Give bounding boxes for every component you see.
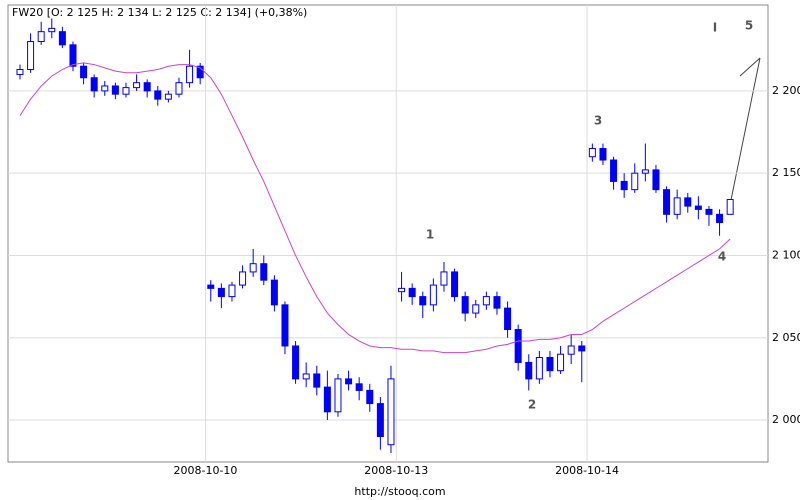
candle-body xyxy=(302,373,310,380)
candle-body xyxy=(429,284,437,306)
candle-body xyxy=(143,82,151,92)
candle-body xyxy=(567,345,575,355)
candle-body xyxy=(504,307,512,331)
y-tick-label: 2 200 xyxy=(772,84,800,97)
x-tick-label: 2008-10-13 xyxy=(364,464,428,477)
candle-body xyxy=(408,287,416,298)
candle-body xyxy=(578,345,586,352)
annotation: I xyxy=(713,21,717,35)
chart-title: FW20 [O: 2 125 H: 2 134 L: 2 125 C: 2 13… xyxy=(12,6,307,19)
candle-body xyxy=(451,271,459,298)
footer: http://stooq.com xyxy=(354,485,445,498)
candle-body xyxy=(652,169,660,191)
candle-body xyxy=(535,357,543,380)
candle-body xyxy=(37,31,45,43)
candle-body xyxy=(610,159,618,182)
candle-body xyxy=(207,284,215,289)
x-tick-label: 2008-10-10 xyxy=(174,464,238,477)
candle-body xyxy=(705,208,713,215)
trend-line xyxy=(730,57,761,201)
candle-body xyxy=(58,31,66,46)
candle-body xyxy=(281,304,289,347)
candle-body xyxy=(186,65,194,84)
candle-body xyxy=(599,148,607,161)
y-tick-label: 2 100 xyxy=(772,248,800,261)
candle-body xyxy=(673,197,681,215)
candle-body xyxy=(292,345,300,380)
candle-body xyxy=(461,296,469,314)
candle-body xyxy=(334,378,342,413)
candle-body xyxy=(525,361,533,380)
candle-body xyxy=(69,44,77,67)
candle-body xyxy=(355,383,363,391)
candle-body xyxy=(419,296,427,306)
candle-body xyxy=(27,41,35,71)
candle-body xyxy=(122,87,130,95)
candle-body xyxy=(313,373,321,388)
candle-body xyxy=(154,90,162,100)
candle-body xyxy=(228,284,236,298)
candle-body xyxy=(217,287,225,298)
candle-body xyxy=(196,65,204,79)
annotation: 1 xyxy=(426,228,434,242)
candle-body xyxy=(387,378,395,446)
candle-body xyxy=(631,172,639,191)
candle-body xyxy=(684,197,692,207)
candle-body xyxy=(270,279,278,306)
candle-body xyxy=(716,213,724,224)
candle-body xyxy=(164,93,172,100)
annotation: 2 xyxy=(528,398,536,412)
candle-body xyxy=(694,205,702,210)
candle-body xyxy=(557,353,565,372)
candle-body xyxy=(133,82,141,89)
candle-body xyxy=(514,329,522,363)
candle-body xyxy=(376,403,384,437)
candle-body xyxy=(323,386,331,413)
candle-body xyxy=(366,389,374,405)
annotation: 5 xyxy=(745,19,753,33)
candle-body xyxy=(90,77,98,92)
candle-body xyxy=(472,304,480,314)
candle-body xyxy=(16,69,24,75)
candle-body xyxy=(48,27,56,33)
candle-body xyxy=(345,378,353,385)
candle-body xyxy=(80,65,88,79)
candle-body xyxy=(641,169,649,174)
candle-body xyxy=(440,271,448,286)
annotation: 4 xyxy=(718,250,726,264)
moving-average xyxy=(19,62,731,354)
x-tick-label: 2008-10-14 xyxy=(555,464,619,477)
candle-body xyxy=(546,357,554,372)
trend-line xyxy=(739,57,761,77)
candle-body xyxy=(239,271,247,286)
candle-body xyxy=(249,263,257,273)
candle-body xyxy=(101,85,109,92)
annotation: 3 xyxy=(594,114,602,128)
candle-body xyxy=(260,263,268,281)
candle-body xyxy=(493,296,501,309)
y-tick-label: 2 000 xyxy=(772,413,800,426)
y-tick-label: 2 050 xyxy=(772,331,800,344)
candle-body xyxy=(482,296,490,306)
y-tick-label: 2 150 xyxy=(772,166,800,179)
candle-body xyxy=(588,148,596,158)
candle-body xyxy=(111,85,119,95)
candle-body xyxy=(398,287,406,293)
candle-body xyxy=(663,189,671,215)
candle-body xyxy=(726,199,734,215)
candle-body xyxy=(620,180,628,191)
candle-body xyxy=(175,82,183,95)
